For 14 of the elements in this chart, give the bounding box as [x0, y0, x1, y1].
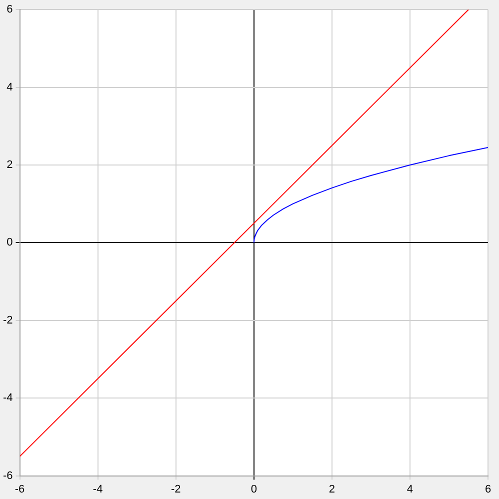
x-tick-label: 0 [250, 483, 257, 496]
x-tick-label: 4 [406, 483, 414, 496]
x-tick-label: 6 [484, 483, 492, 496]
y-tick-label: 0 [6, 236, 13, 249]
x-tick-label: -6 [14, 483, 25, 496]
x-tick-label: -4 [92, 483, 103, 496]
y-tick-label: 6 [6, 4, 13, 16]
x-tick-label: -2 [170, 483, 181, 496]
y-tick-label: -2 [3, 314, 13, 326]
y-tick-label: 2 [6, 159, 13, 172]
y-tick-label: -4 [3, 392, 13, 404]
y-tick-label: 4 [6, 81, 13, 94]
y-tick-label: -6 [3, 470, 13, 482]
x-tick-label: 2 [328, 483, 335, 496]
